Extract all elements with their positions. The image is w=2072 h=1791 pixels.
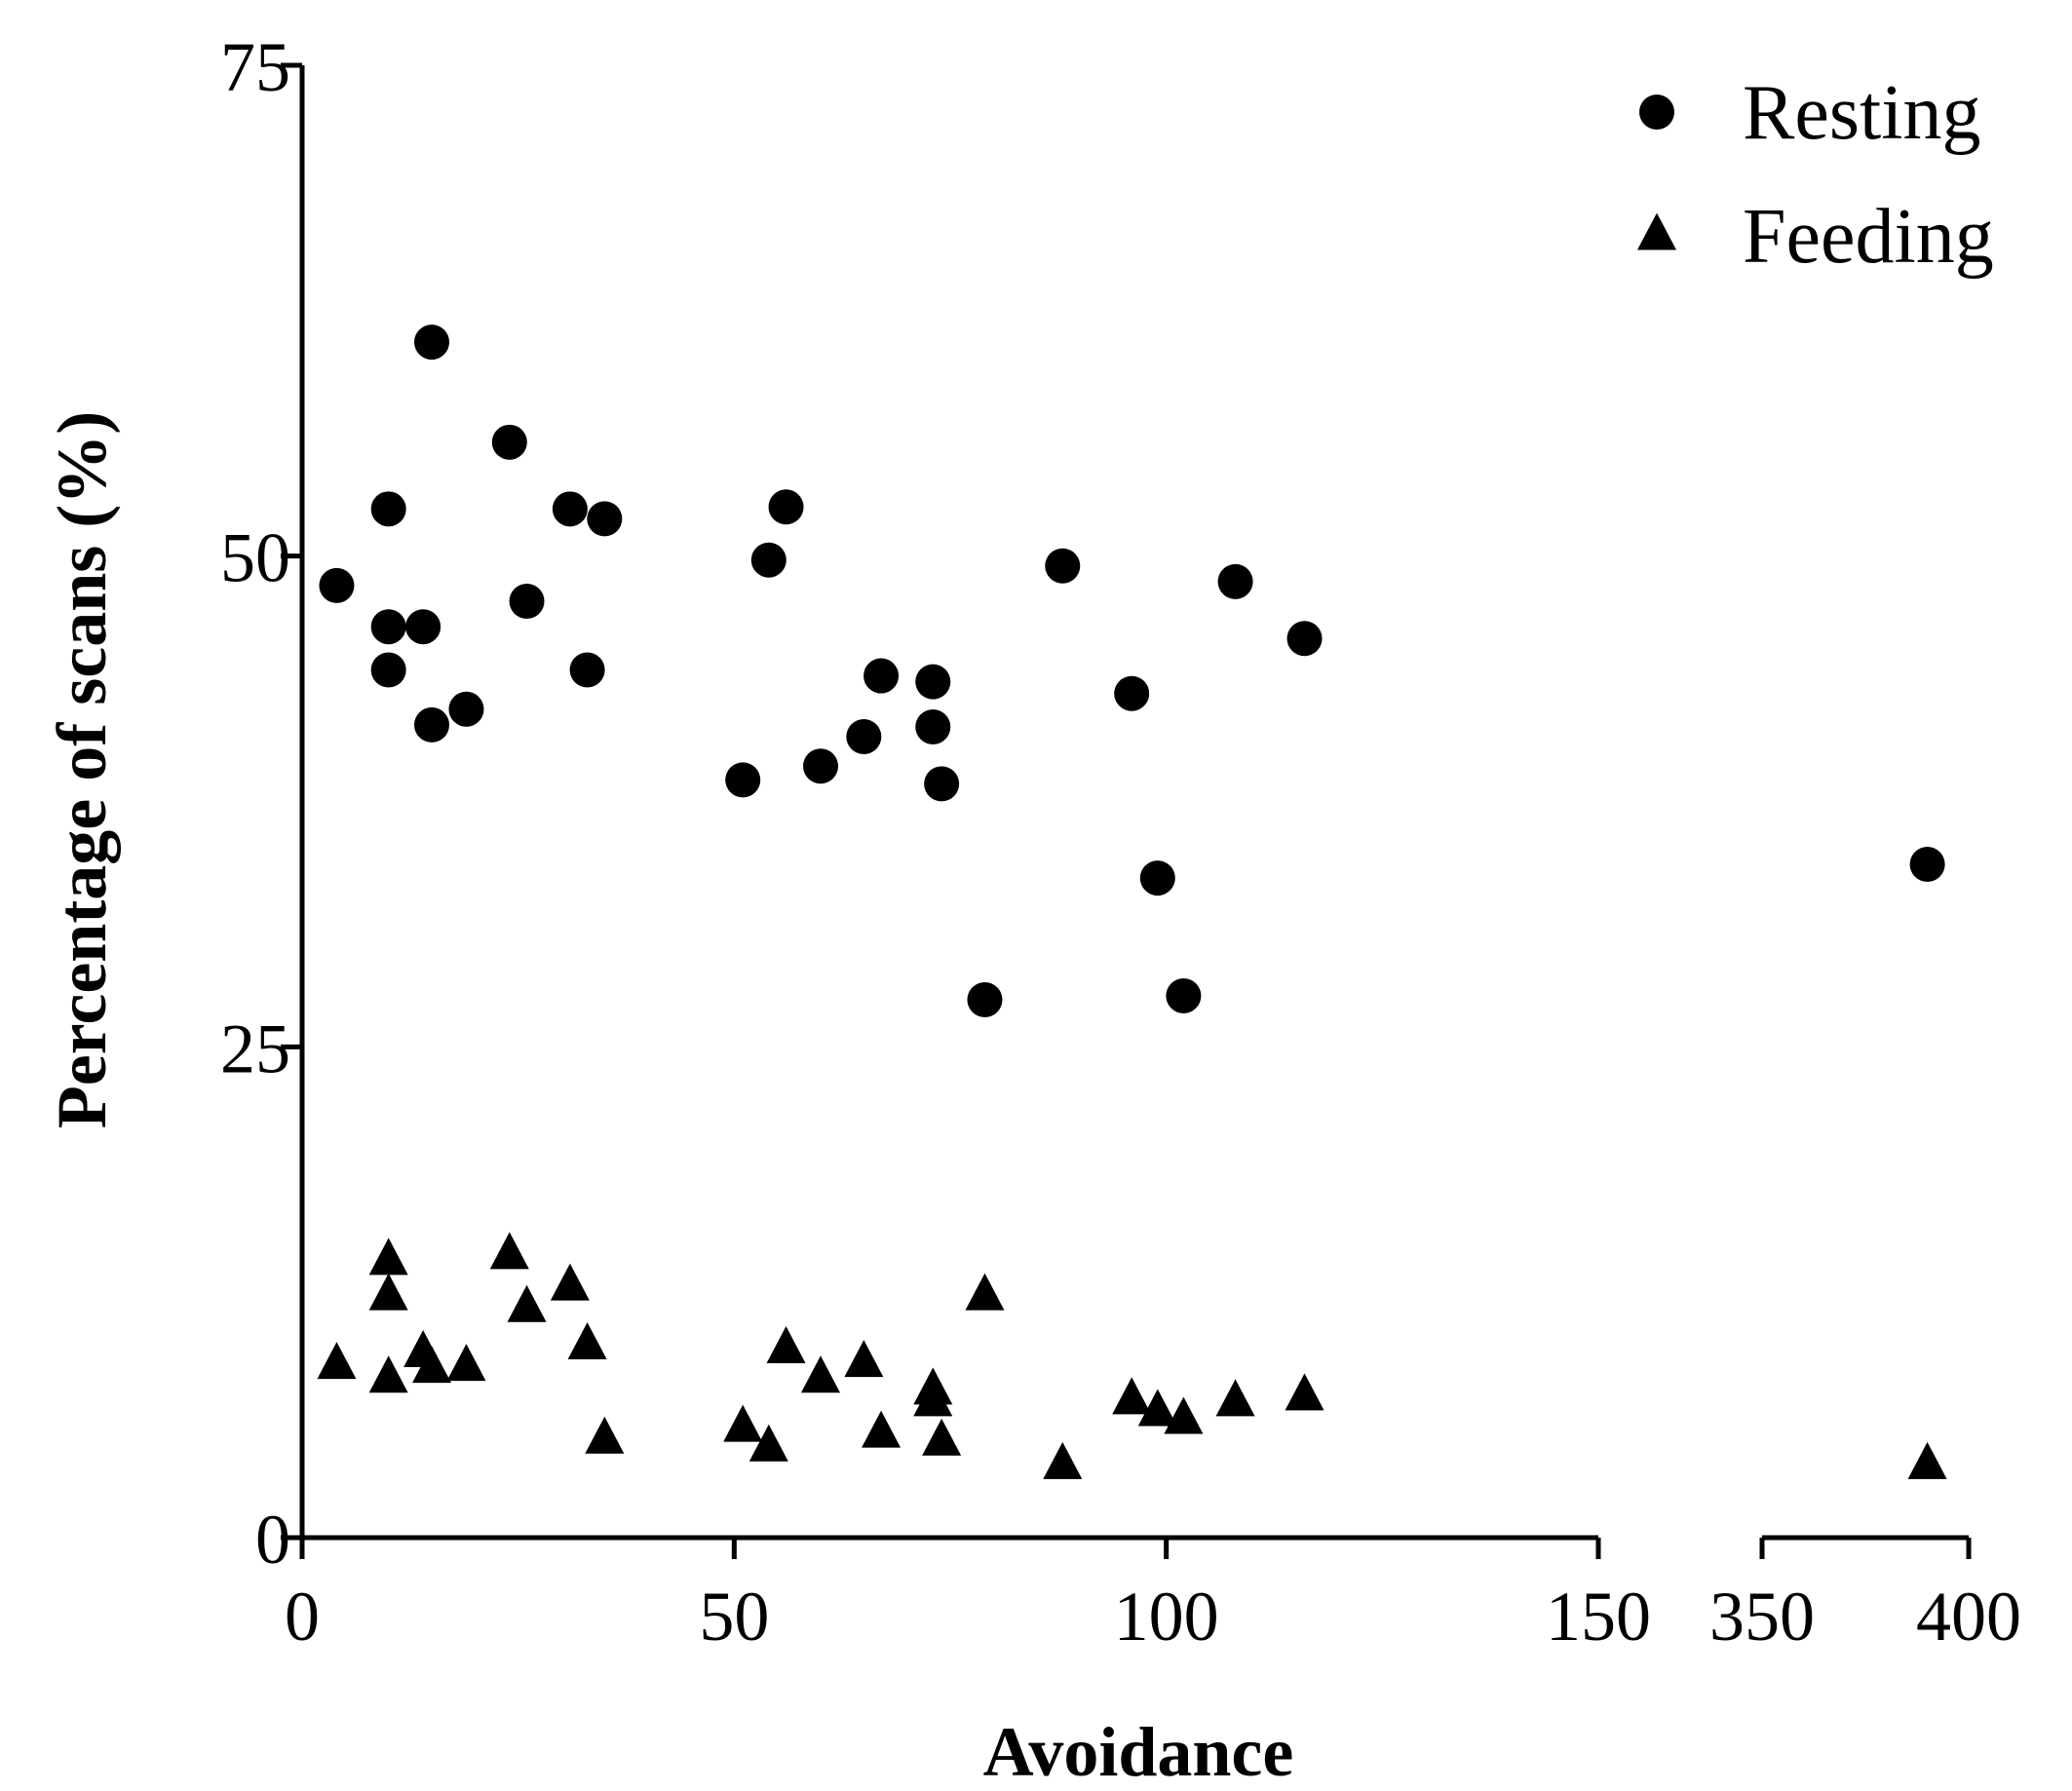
x-tick-label: 0 (285, 1578, 320, 1656)
feeding-point (1285, 1373, 1324, 1411)
feeding-point (766, 1326, 806, 1364)
y-tick-label: 50 (220, 519, 290, 597)
resting-point (414, 324, 449, 361)
resting-point (370, 652, 406, 688)
resting-point (509, 584, 545, 620)
feeding-point (507, 1284, 547, 1322)
resting-point (1286, 621, 1323, 657)
resting-point (750, 542, 787, 578)
resting-point (370, 491, 406, 527)
feeding-point (317, 1342, 357, 1380)
resting-point (915, 708, 951, 744)
y-tick-label: 0 (255, 1501, 290, 1579)
resting-point (915, 664, 951, 700)
resting-point (846, 719, 882, 755)
y-axis-title: Percentage of scans (%) (43, 411, 121, 1128)
resting-point (491, 424, 527, 460)
resting-point (1166, 977, 1202, 1013)
axes (299, 65, 1969, 1541)
feeding-point (585, 1416, 625, 1454)
legend: Resting Feeding (1637, 70, 1994, 280)
feeding-point (567, 1322, 607, 1360)
resting-point (1114, 675, 1150, 711)
resting-point (319, 567, 355, 603)
y-tick-label: 25 (220, 1010, 290, 1087)
x-tick-label: 350 (1709, 1578, 1815, 1656)
feeding-point (801, 1355, 840, 1393)
x-tick-label: 150 (1546, 1578, 1651, 1656)
feeding-point (412, 1346, 451, 1384)
legend-marker-feeding (1637, 212, 1676, 250)
x-tick-label: 100 (1114, 1578, 1219, 1656)
resting-point (552, 491, 588, 527)
feeding-point (1043, 1441, 1083, 1479)
legend-label-feeding: Feeding (1743, 194, 1994, 280)
resting-point (587, 501, 623, 537)
resting-point (1139, 860, 1175, 896)
x-tick-label: 50 (699, 1578, 769, 1656)
feeding-point (550, 1263, 590, 1301)
feeding-point (489, 1232, 529, 1270)
feeding-point (368, 1273, 408, 1311)
resting-point (768, 489, 804, 525)
resting-point (967, 981, 1003, 1017)
feeding-point (368, 1355, 408, 1393)
feeding-point (368, 1238, 408, 1276)
y-tick-label: 75 (220, 28, 290, 106)
feeding-point (1215, 1379, 1255, 1417)
feeding-point (723, 1404, 763, 1442)
feeding-point (922, 1418, 962, 1456)
resting-point (370, 609, 406, 645)
x-axis-title: Avoidance (983, 1713, 1294, 1791)
x-tick-label: 400 (1916, 1578, 2021, 1656)
resting-point (863, 658, 900, 694)
resting-point (414, 706, 449, 743)
data-points (317, 324, 1947, 1479)
resting-point (448, 691, 484, 727)
resting-point (569, 652, 605, 688)
feeding-point (1164, 1396, 1204, 1434)
series-feeding (317, 1232, 1947, 1479)
resting-point (924, 766, 960, 802)
legend-marker-resting (1639, 95, 1674, 130)
resting-point (725, 762, 761, 798)
feeding-point (1907, 1441, 1947, 1479)
feeding-point (913, 1379, 953, 1417)
resting-point (405, 609, 441, 645)
legend-label-resting: Resting (1743, 70, 1980, 156)
feeding-point (1112, 1377, 1152, 1415)
feeding-point (965, 1273, 1005, 1311)
feeding-point (446, 1344, 486, 1382)
series-resting (319, 324, 1945, 1017)
x-ticks: 0 50 100 150 350 400 (285, 1538, 2021, 1656)
y-ticks: 0 25 50 75 (220, 28, 302, 1579)
feeding-point (862, 1410, 902, 1448)
feeding-point (844, 1340, 884, 1378)
resting-point (1217, 563, 1253, 599)
resting-point (1909, 846, 1945, 882)
feeding-point (748, 1424, 788, 1462)
resting-point (803, 748, 838, 784)
resting-point (1045, 548, 1081, 584)
feeding-point (1137, 1389, 1177, 1427)
